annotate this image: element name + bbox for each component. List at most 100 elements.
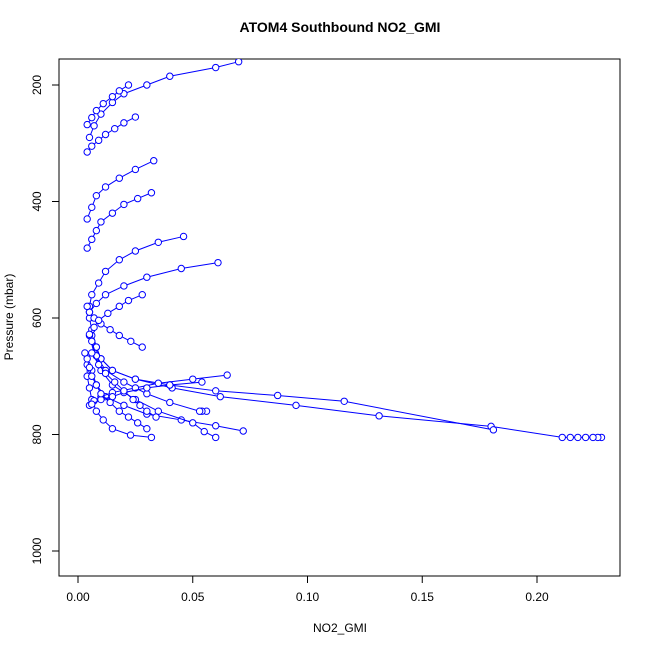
data-point [166, 381, 174, 389]
data-point [94, 136, 103, 145]
y-axis-label: Pressure (mbar) [2, 274, 16, 361]
x-tick-label: 0.20 [525, 590, 549, 604]
data-point [92, 407, 101, 415]
data-point [340, 397, 348, 405]
data-point [120, 282, 128, 290]
data-point [375, 412, 383, 420]
data-point [143, 273, 151, 281]
data-point [92, 299, 101, 308]
series-8 [83, 157, 158, 223]
data-point [94, 316, 103, 325]
data-point [115, 302, 124, 311]
y-tick-label: 400 [30, 191, 44, 211]
series-line [91, 335, 494, 431]
series-4 [85, 331, 220, 442]
data-point [101, 369, 110, 378]
series-15 [83, 189, 156, 252]
data-point [83, 302, 91, 311]
data-point [223, 371, 231, 379]
data-point [179, 232, 188, 241]
data-point [143, 384, 151, 392]
data-point [101, 183, 110, 191]
x-axis-label: NO2_GMI [313, 621, 367, 635]
data-point [88, 349, 96, 357]
data-point [150, 157, 158, 165]
data-point [120, 387, 128, 395]
x-tick-label: 0.00 [66, 590, 90, 604]
data-point [94, 279, 103, 287]
data-point [129, 395, 137, 404]
data-point [88, 337, 96, 345]
data-point [189, 375, 197, 383]
data-point [195, 407, 204, 415]
x-tick-label: 0.10 [296, 590, 320, 604]
data-point [90, 122, 98, 130]
series-9 [85, 59, 243, 142]
data-point [106, 398, 114, 407]
series-16 [85, 291, 146, 339]
data-point [92, 106, 101, 115]
data-point [88, 235, 96, 244]
series-line [88, 317, 602, 438]
data-point [131, 247, 140, 255]
data-point [85, 330, 94, 339]
y-tick-label: 1000 [30, 537, 44, 564]
x-axis: 0.00 0.05 0.10 0.15 0.20 [66, 575, 549, 604]
series-line [86, 160, 154, 220]
data-point [111, 124, 119, 133]
data-point [108, 92, 117, 101]
data-point [124, 81, 133, 89]
data-point [124, 296, 133, 305]
series-13 [88, 349, 160, 421]
x-tick-label: 0.05 [181, 590, 205, 604]
data-point [111, 378, 119, 386]
data-point [88, 291, 96, 299]
data-point [147, 433, 156, 442]
series-1 [85, 314, 606, 442]
data-point [581, 433, 590, 442]
data-point [138, 291, 146, 299]
data-point [115, 256, 124, 264]
data-point [133, 419, 142, 427]
series-line [86, 358, 148, 430]
data-point [99, 416, 107, 424]
data-point [143, 407, 151, 415]
series-18 [83, 81, 133, 129]
data-point [120, 378, 128, 386]
data-point [154, 238, 163, 246]
data-point [131, 113, 140, 121]
data-point [90, 323, 98, 332]
data-point [83, 244, 91, 252]
data-point [212, 433, 220, 442]
data-point [200, 427, 208, 436]
data-point [566, 433, 574, 442]
series-layer [81, 59, 606, 442]
data-point [120, 401, 128, 410]
data-point [108, 209, 117, 217]
data-point [88, 142, 96, 150]
data-point [292, 401, 300, 410]
data-point [83, 355, 91, 363]
data-point [120, 119, 128, 127]
data-point [88, 113, 96, 122]
y-tick-label: 200 [30, 75, 44, 95]
data-point [489, 426, 498, 434]
data-point [85, 384, 94, 392]
series-17 [83, 113, 140, 156]
data-point [216, 392, 224, 401]
series-line [86, 192, 152, 249]
data-point [152, 413, 160, 421]
data-point [92, 381, 101, 389]
data-point [94, 360, 103, 369]
data-point [85, 133, 94, 142]
data-point [88, 372, 96, 380]
data-point [101, 267, 110, 276]
data-point [126, 431, 135, 439]
data-point [115, 87, 124, 95]
data-point [131, 165, 140, 174]
data-point [106, 325, 114, 334]
data-point [212, 422, 220, 430]
data-point [138, 343, 146, 351]
